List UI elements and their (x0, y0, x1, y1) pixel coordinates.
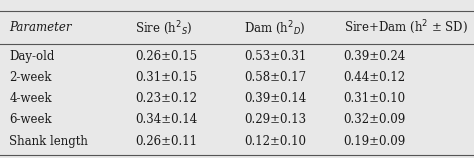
Text: 0.12±0.10: 0.12±0.10 (244, 135, 306, 148)
Text: 0.19±0.09: 0.19±0.09 (344, 135, 406, 148)
Text: 0.58±0.17: 0.58±0.17 (244, 71, 306, 84)
Text: 0.39±0.14: 0.39±0.14 (244, 92, 306, 105)
Text: 0.23±0.12: 0.23±0.12 (135, 92, 197, 105)
Text: 0.26±0.15: 0.26±0.15 (135, 50, 197, 63)
Text: 0.31±0.10: 0.31±0.10 (344, 92, 406, 105)
Text: 6-week: 6-week (9, 113, 52, 126)
Text: 2-week: 2-week (9, 71, 52, 84)
Text: Shank length: Shank length (9, 135, 88, 148)
Text: Parameter: Parameter (9, 21, 72, 34)
Text: 0.34±0.14: 0.34±0.14 (135, 113, 197, 126)
Text: 4-week: 4-week (9, 92, 52, 105)
Text: 0.26±0.11: 0.26±0.11 (135, 135, 197, 148)
Text: 0.32±0.09: 0.32±0.09 (344, 113, 406, 126)
Text: Day-old: Day-old (9, 50, 55, 63)
Text: Sire+Dam (h$^2$ ± SD): Sire+Dam (h$^2$ ± SD) (344, 19, 467, 36)
Text: Dam (h$^2$$_D$): Dam (h$^2$$_D$) (244, 19, 306, 36)
Text: 0.39±0.24: 0.39±0.24 (344, 50, 406, 63)
Text: 0.31±0.15: 0.31±0.15 (135, 71, 197, 84)
Text: 0.53±0.31: 0.53±0.31 (244, 50, 306, 63)
Text: 0.44±0.12: 0.44±0.12 (344, 71, 406, 84)
Text: Sire (h$^2$$_S$): Sire (h$^2$$_S$) (135, 19, 192, 36)
Text: 0.29±0.13: 0.29±0.13 (244, 113, 306, 126)
